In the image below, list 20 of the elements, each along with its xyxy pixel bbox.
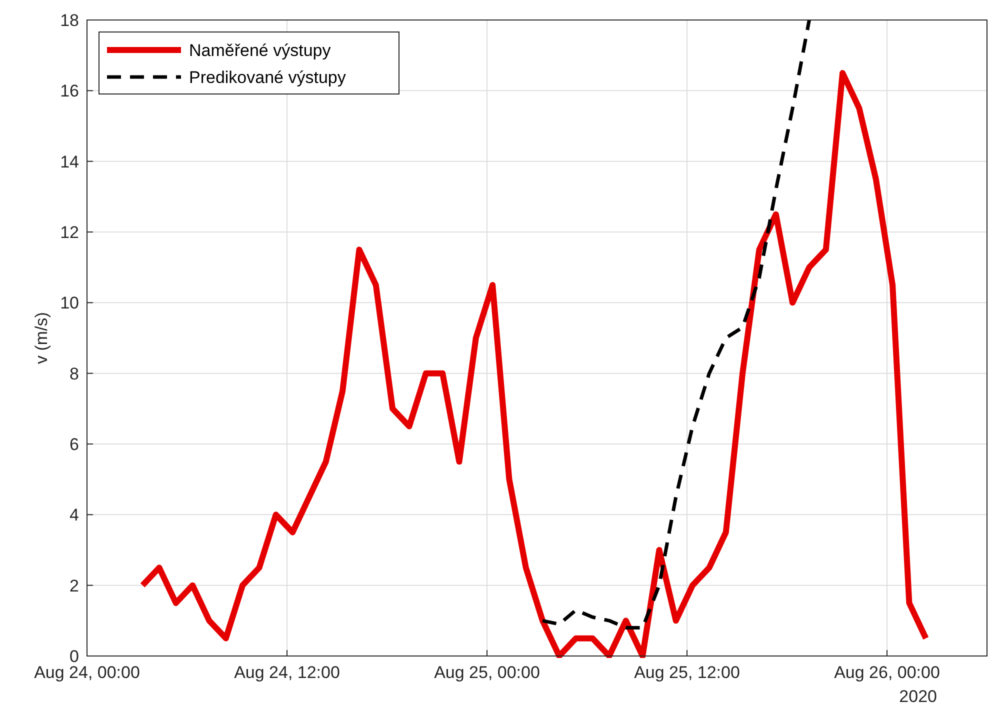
x-tick-label: Aug 24, 00:00 [34, 663, 140, 682]
x-tick-label: Aug 24, 12:00 [234, 663, 340, 682]
x-tick-label: Aug 26, 00:00 [834, 663, 940, 682]
x-tick-label: Aug 25, 00:00 [434, 663, 540, 682]
legend-label: Naměřené výstupy [189, 41, 332, 60]
y-tick-label: 2 [70, 576, 79, 596]
y-tick-label: 10 [60, 294, 79, 313]
y-tick-label: 6 [70, 435, 79, 454]
text: 2020 [899, 687, 937, 706]
y-tick-label: 8 [70, 364, 79, 384]
legend-label: Predikované výstupy [189, 68, 346, 87]
line-series [540, 18, 811, 630]
x-tick-label: Aug 25, 12:00 [634, 663, 740, 682]
y-tick-label: 14 [60, 152, 79, 172]
y-tick-label: 18 [60, 11, 79, 30]
y-tick-label: 12 [60, 223, 79, 242]
y-tick-label: 16 [60, 82, 79, 101]
y-tick-label: 4 [70, 506, 79, 525]
y-axis-title: v (m/s) [32, 312, 51, 364]
y-tick-label: 0 [70, 647, 79, 666]
